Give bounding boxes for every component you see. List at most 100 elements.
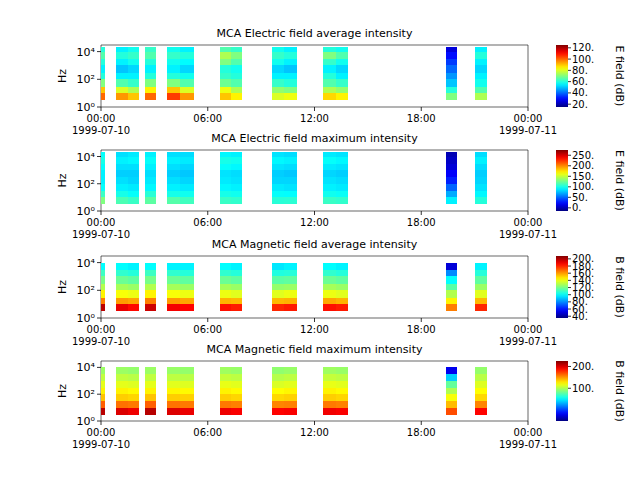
cell [323, 59, 335, 66]
cell [116, 284, 128, 291]
cell [323, 304, 335, 311]
cell [323, 184, 335, 191]
x-tick-line: 00:00 [514, 324, 543, 335]
x-tick [101, 318, 102, 322]
cell [231, 59, 242, 66]
x-tick-line: 06:00 [193, 217, 222, 228]
x-tick [528, 421, 529, 425]
cell [475, 73, 487, 80]
cell [475, 367, 487, 374]
cell [220, 197, 231, 204]
colorbar-tick [568, 266, 571, 267]
cell [220, 263, 231, 270]
cell [323, 298, 335, 305]
colorbar-tick [568, 165, 571, 166]
y-tick-label: 10⁴ [77, 46, 96, 59]
x-tick [421, 107, 422, 111]
cell [101, 177, 105, 184]
cell [116, 290, 128, 297]
x-tick-label: 12:00 [300, 217, 329, 228]
colorbar-tick-label: 200. [572, 160, 594, 171]
cell [101, 184, 105, 191]
top-axis [101, 361, 528, 362]
cell [336, 270, 348, 277]
cell [145, 73, 156, 80]
cell [272, 87, 284, 94]
cell [167, 184, 180, 191]
cell [220, 152, 231, 156]
cell [167, 290, 180, 297]
cell [231, 87, 242, 94]
cell [336, 367, 348, 374]
cell [116, 93, 128, 100]
cell [145, 367, 156, 374]
cell [128, 73, 140, 80]
cell [284, 276, 296, 283]
cell [475, 79, 487, 86]
cell [167, 401, 180, 407]
cell [145, 304, 156, 311]
cell [128, 59, 140, 66]
cell [272, 47, 284, 51]
colorbar-tick [568, 258, 571, 259]
cell [323, 276, 335, 283]
cell [284, 374, 296, 380]
cell [475, 152, 487, 156]
colorbar [556, 150, 568, 211]
y-tick [97, 183, 101, 184]
cell [323, 197, 335, 204]
x-tick-line: 18:00 [407, 113, 436, 124]
cell [180, 164, 193, 171]
cell [128, 170, 140, 177]
cell [272, 276, 284, 283]
cell [475, 59, 487, 66]
cell [145, 284, 156, 291]
cell [284, 298, 296, 305]
cell [167, 408, 180, 415]
cell [180, 388, 193, 394]
cell [128, 152, 140, 156]
cell [180, 87, 193, 94]
cell [272, 73, 284, 80]
cell [272, 152, 284, 156]
cell [284, 304, 296, 311]
cell [336, 87, 348, 94]
cell [284, 65, 296, 72]
colorbar-tick [568, 316, 571, 317]
cell [272, 157, 284, 164]
x-tick-line: 1999-07-10 [72, 125, 130, 136]
cell [475, 164, 487, 171]
cell [128, 164, 140, 171]
colorbar-tick [568, 366, 571, 367]
cell [116, 152, 128, 156]
cell [323, 401, 335, 407]
panel-title: MCA Electric field maximum intensity [211, 132, 418, 145]
x-tick [207, 318, 208, 322]
cell [231, 164, 242, 171]
cell [446, 270, 457, 277]
cell [284, 284, 296, 291]
cell [116, 381, 128, 388]
cell [446, 152, 457, 156]
cell [128, 388, 140, 394]
cell [446, 394, 457, 401]
cell [475, 197, 487, 204]
cell [145, 59, 156, 66]
cell [475, 191, 487, 198]
cell [446, 263, 457, 270]
cell [272, 177, 284, 184]
colorbar-label: E field (dB) [613, 150, 626, 211]
cell [101, 284, 105, 291]
cell [167, 381, 180, 388]
cell [336, 170, 348, 177]
cell [272, 408, 284, 415]
cell [323, 47, 335, 51]
x-tick-label: 00:001999-07-10 [72, 427, 130, 450]
y-label: Hz [56, 69, 69, 83]
cell [116, 270, 128, 277]
x-tick [421, 421, 422, 425]
cell [167, 298, 180, 305]
colorbar-tick [568, 287, 571, 288]
colorbar-tick-label: 100. [572, 181, 594, 192]
cell [220, 59, 231, 66]
